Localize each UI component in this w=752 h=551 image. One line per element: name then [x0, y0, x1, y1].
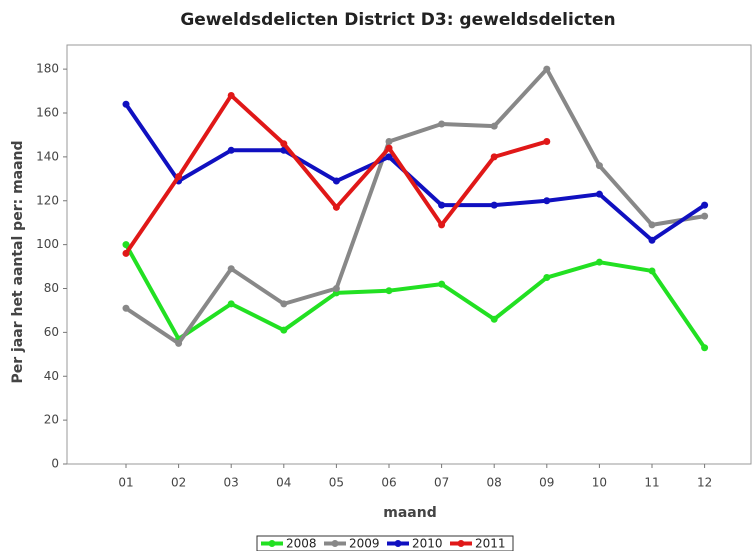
legend-marker	[457, 540, 465, 547]
data-point	[332, 285, 340, 293]
x-tick-label: 07	[434, 476, 449, 490]
series-line	[124, 243, 707, 349]
x-tick-label: 05	[329, 476, 344, 490]
data-point	[332, 177, 340, 185]
x-tick-label: 04	[276, 476, 291, 490]
data-point	[227, 146, 235, 154]
data-point	[385, 144, 393, 152]
x-tick-label: 03	[224, 476, 239, 490]
data-point	[595, 258, 603, 266]
chart-title: Geweldsdelicten District D3: geweldsdeli…	[180, 10, 615, 30]
x-tick-label: 01	[118, 476, 133, 490]
data-point	[490, 122, 498, 130]
data-point	[122, 100, 130, 108]
legend-box	[256, 535, 514, 551]
y-tick-label: 120	[36, 193, 59, 207]
x-tick-label: 11	[644, 476, 659, 490]
data-point	[438, 221, 446, 229]
data-point	[490, 201, 498, 209]
data-point	[701, 212, 709, 220]
y-tick-label: 160	[36, 106, 59, 120]
y-tick-label: 80	[44, 281, 59, 295]
y-axis-title: Per jaar het aantal per: maand	[10, 140, 26, 383]
data-point	[175, 173, 183, 181]
legend-marker	[394, 540, 402, 547]
plot-area	[66, 44, 752, 465]
data-point	[385, 138, 393, 146]
data-point	[543, 197, 551, 205]
data-point	[227, 91, 235, 99]
data-point	[648, 267, 656, 275]
y-tick-label: 100	[36, 237, 59, 251]
legend-label: 2008	[286, 537, 317, 551]
data-point	[122, 249, 130, 257]
y-tick-label: 140	[36, 149, 59, 163]
data-point	[227, 300, 235, 308]
legend-label: 2009	[349, 537, 380, 551]
data-point	[648, 221, 656, 229]
data-point	[543, 274, 551, 282]
series-line	[124, 67, 705, 346]
legend-marker	[268, 540, 276, 547]
y-tick-label: 20	[44, 413, 59, 427]
data-point	[543, 138, 551, 146]
data-point	[595, 190, 603, 198]
legend-label: 2010	[412, 537, 443, 551]
data-point	[543, 65, 551, 73]
data-point	[332, 203, 340, 211]
data-point	[438, 280, 446, 288]
data-point	[648, 236, 656, 244]
y-tick-label: 0	[51, 457, 59, 471]
x-axis-title: maand	[383, 505, 436, 521]
data-point	[280, 326, 288, 334]
data-point	[385, 287, 393, 295]
y-tick-label: 60	[44, 325, 59, 339]
data-point	[227, 265, 235, 273]
data-point	[490, 153, 498, 161]
data-point	[438, 120, 446, 128]
data-point	[701, 344, 709, 352]
x-tick-label: 06	[381, 476, 396, 490]
y-tick-label: 180	[36, 62, 59, 76]
series-line	[124, 103, 706, 243]
x-tick-label: 08	[487, 476, 502, 490]
data-point	[701, 201, 709, 209]
x-tick-label: 10	[592, 476, 607, 490]
data-point	[175, 339, 183, 347]
data-point	[490, 315, 498, 323]
legend-marker	[331, 540, 339, 547]
data-point	[280, 300, 288, 308]
x-tick-label: 12	[697, 476, 712, 490]
data-point	[122, 304, 130, 312]
data-point	[595, 162, 603, 170]
x-tick-label: 02	[171, 476, 186, 490]
y-tick-label: 40	[44, 369, 59, 383]
data-point	[438, 201, 446, 209]
legend-label: 2011	[475, 537, 506, 551]
x-tick-label: 09	[539, 476, 554, 490]
data-point	[122, 241, 130, 249]
data-point	[385, 153, 393, 161]
data-point	[280, 140, 288, 148]
